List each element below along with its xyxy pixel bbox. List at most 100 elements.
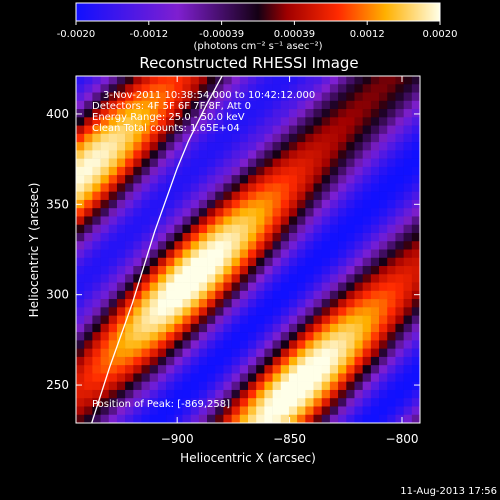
heatmap-cell: [108, 332, 118, 341]
heatmap-cell: [207, 158, 216, 168]
heatmap-cell: [116, 299, 126, 308]
heatmap-cell: [354, 241, 363, 250]
heatmap-cell: [362, 109, 372, 118]
heatmap-cell: [280, 117, 290, 126]
heatmap-cell: [174, 406, 183, 416]
heatmap-cell: [338, 109, 347, 118]
heatmap-cell: [248, 175, 257, 184]
heatmap-cell: [354, 150, 363, 159]
heatmap-cell: [248, 389, 257, 399]
heatmap-cell: [149, 398, 159, 407]
heatmap-cell: [321, 216, 331, 226]
heatmap-cell: [215, 216, 224, 226]
heatmap-cell: [182, 307, 191, 316]
heatmap-cell: [288, 266, 298, 275]
heatmap-cell: [215, 290, 224, 300]
heatmap-cell: [321, 315, 331, 325]
heatmap-cell: [297, 183, 306, 192]
heatmap-cell: [215, 257, 224, 267]
heatmap-cell: [116, 266, 126, 275]
heatmap-cell: [182, 175, 191, 184]
heatmap-cell: [100, 365, 110, 374]
heatmap-cell: [223, 381, 232, 391]
heatmap-cell: [100, 232, 110, 242]
heatmap-cell: [116, 340, 126, 349]
heatmap-cell: [329, 208, 339, 217]
heatmap-cell: [141, 84, 151, 93]
heatmap-cell: [379, 241, 388, 250]
heatmap-cell: [338, 249, 347, 259]
heatmap-cell: [280, 191, 290, 201]
heatmap-cell: [321, 142, 331, 151]
heatmap-cell: [395, 84, 404, 93]
heatmap-cell: [362, 191, 372, 201]
heatmap-cell: [190, 299, 200, 308]
heatmap-cell: [379, 398, 388, 407]
heatmap-cell: [100, 406, 110, 416]
heatmap-cell: [362, 348, 372, 358]
heatmap-cell: [182, 373, 191, 382]
heatmap-cell: [305, 224, 314, 234]
heatmap-cell: [92, 389, 101, 399]
heatmap-cell: [92, 241, 101, 250]
y-tick-label: 350: [46, 197, 69, 211]
x-tick-label: −850: [273, 432, 306, 446]
heatmap-cell: [280, 249, 290, 259]
heatmap-cell: [248, 76, 257, 85]
heatmap-cell: [362, 241, 372, 250]
heatmap-cell: [370, 208, 380, 217]
heatmap-cell: [166, 323, 175, 333]
heatmap-cell: [248, 348, 257, 358]
heatmap-cell: [215, 307, 224, 316]
heatmap-cell: [239, 332, 249, 341]
heatmap-cell: [321, 125, 331, 135]
heatmap-cell: [100, 389, 110, 399]
heatmap-cell: [125, 100, 134, 110]
heatmap-cell: [280, 307, 290, 316]
y-tick-label: 250: [46, 378, 69, 392]
heatmap-cell: [198, 389, 208, 399]
heatmap-cell: [338, 199, 347, 209]
heatmap-cell: [248, 249, 257, 259]
heatmap-cell: [362, 150, 372, 159]
heatmap-cell: [166, 365, 175, 374]
heatmap-cell: [223, 282, 232, 292]
heatmap-cell: [198, 183, 208, 192]
heatmap-cell: [182, 332, 191, 341]
heatmap-cell: [248, 282, 257, 292]
heatmap-cell: [272, 84, 282, 93]
heatmap-cell: [76, 150, 85, 159]
heatmap-cell: [116, 191, 126, 201]
heatmap-cell: [92, 183, 101, 192]
x-axis-ticks: −900 −850 −800: [161, 76, 418, 446]
heatmap-cell: [166, 389, 175, 399]
heatmap-cell: [182, 100, 191, 110]
heatmap-cell: [329, 117, 339, 126]
heatmap-cell: [149, 150, 159, 159]
heatmap-cell: [215, 406, 224, 416]
heatmap-cell: [288, 224, 298, 234]
heatmap-cell: [125, 76, 134, 85]
heatmap-cell: [157, 249, 167, 259]
heatmap-cell: [256, 191, 265, 201]
heatmap-cell: [370, 299, 380, 308]
heatmap-cell: [116, 232, 126, 242]
heatmap-cell: [223, 307, 232, 316]
heatmap-cell: [288, 208, 298, 217]
heatmap-cell: [403, 133, 413, 143]
heatmap-cell: [387, 183, 396, 192]
heatmap-cell: [379, 266, 388, 275]
heatmap-cell: [92, 282, 101, 292]
heatmap-cell: [223, 191, 232, 201]
heatmap-cell: [215, 232, 224, 242]
heatmap-cell: [190, 332, 200, 341]
heatmap-cell: [166, 315, 175, 325]
heatmap-cells: [76, 76, 420, 423]
heatmap-cell: [92, 232, 101, 242]
heatmap-cell: [370, 84, 380, 93]
heatmap-cell: [166, 406, 175, 416]
heatmap-cell: [198, 249, 208, 259]
heatmap-cell: [125, 315, 134, 325]
heatmap-cell: [108, 389, 118, 399]
heatmap-cell: [338, 76, 347, 85]
